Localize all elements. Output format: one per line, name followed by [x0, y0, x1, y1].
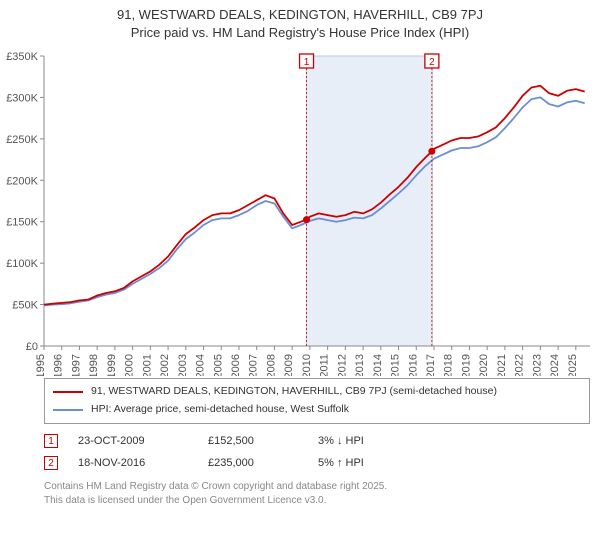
svg-text:2019: 2019: [460, 354, 472, 376]
sale-date: 23-OCT-2009: [78, 435, 188, 447]
title-line-2: Price paid vs. HM Land Registry's House …: [0, 24, 600, 42]
svg-text:2025: 2025: [567, 354, 579, 376]
footer-line: Contains HM Land Registry data © Crown c…: [44, 480, 590, 494]
svg-text:2002: 2002: [159, 354, 171, 376]
svg-text:2: 2: [429, 57, 435, 68]
legend-item: 91, WESTWARD DEALS, KEDINGTON, HAVERHILL…: [53, 383, 581, 401]
chart-title: 91, WESTWARD DEALS, KEDINGTON, HAVERHILL…: [0, 0, 600, 42]
svg-text:£0: £0: [26, 341, 38, 353]
svg-text:2005: 2005: [212, 354, 224, 376]
svg-text:2004: 2004: [195, 354, 207, 376]
sale-marker-badge: 1: [44, 434, 58, 448]
svg-text:2022: 2022: [514, 354, 526, 376]
legend-swatch: [53, 391, 83, 393]
svg-text:2016: 2016: [407, 354, 419, 376]
svg-text:2023: 2023: [531, 354, 543, 376]
svg-text:2024: 2024: [549, 354, 561, 376]
svg-text:2000: 2000: [124, 354, 136, 376]
legend-swatch: [53, 409, 83, 411]
svg-text:2011: 2011: [319, 354, 331, 376]
sales-table: 1 23-OCT-2009 £152,500 3% ↓ HPI 2 18-NOV…: [44, 430, 590, 474]
svg-text:2009: 2009: [283, 354, 295, 376]
svg-text:2014: 2014: [372, 354, 384, 376]
svg-text:1997: 1997: [70, 354, 82, 376]
svg-text:1998: 1998: [88, 354, 100, 376]
svg-text:2018: 2018: [443, 354, 455, 376]
sale-price: £152,500: [208, 435, 298, 447]
sale-date: 18-NOV-2016: [78, 457, 188, 469]
svg-text:2012: 2012: [336, 354, 348, 376]
svg-text:£350K: £350K: [6, 51, 38, 63]
svg-text:2015: 2015: [390, 354, 402, 376]
svg-text:2007: 2007: [248, 354, 260, 376]
svg-text:2006: 2006: [230, 354, 242, 376]
svg-text:£100K: £100K: [6, 259, 38, 271]
svg-text:1996: 1996: [53, 354, 65, 376]
svg-text:1995: 1995: [35, 354, 47, 376]
svg-text:2003: 2003: [177, 354, 189, 376]
sale-price: £235,000: [208, 457, 298, 469]
svg-text:2010: 2010: [301, 354, 313, 376]
title-line-1: 91, WESTWARD DEALS, KEDINGTON, HAVERHILL…: [0, 6, 600, 24]
legend-label: HPI: Average price, semi-detached house,…: [91, 401, 349, 419]
svg-text:1999: 1999: [106, 354, 118, 376]
svg-text:£300K: £300K: [6, 93, 38, 105]
legend: 91, WESTWARD DEALS, KEDINGTON, HAVERHILL…: [44, 378, 590, 424]
svg-text:2008: 2008: [265, 354, 277, 376]
price-chart: £0 £50K £100K £150K £200K £250K £300K £350K 1995…: [0, 46, 600, 376]
footer-attribution: Contains HM Land Registry data © Crown c…: [44, 480, 590, 508]
svg-text:2020: 2020: [478, 354, 490, 376]
svg-text:2001: 2001: [141, 354, 153, 376]
svg-text:2017: 2017: [425, 354, 437, 376]
svg-text:1: 1: [304, 57, 310, 68]
svg-text:£250K: £250K: [6, 134, 38, 146]
svg-text:2021: 2021: [496, 354, 508, 376]
svg-text:£150K: £150K: [6, 217, 38, 229]
sale-hpi: 5% ↑ HPI: [318, 457, 408, 469]
svg-text:£200K: £200K: [6, 176, 38, 188]
sale-row: 1 23-OCT-2009 £152,500 3% ↓ HPI: [44, 430, 590, 452]
sale-row: 2 18-NOV-2016 £235,000 5% ↑ HPI: [44, 452, 590, 474]
sale-marker-badge: 2: [44, 456, 58, 470]
footer-line: This data is licensed under the Open Gov…: [44, 494, 590, 508]
svg-text:2013: 2013: [354, 354, 366, 376]
svg-text:£50K: £50K: [12, 300, 38, 312]
legend-label: 91, WESTWARD DEALS, KEDINGTON, HAVERHILL…: [91, 383, 497, 401]
legend-item: HPI: Average price, semi-detached house,…: [53, 401, 581, 419]
sale-hpi: 3% ↓ HPI: [318, 435, 408, 447]
chart-svg: £0 £50K £100K £150K £200K £250K £300K £350K 1995…: [0, 46, 600, 376]
